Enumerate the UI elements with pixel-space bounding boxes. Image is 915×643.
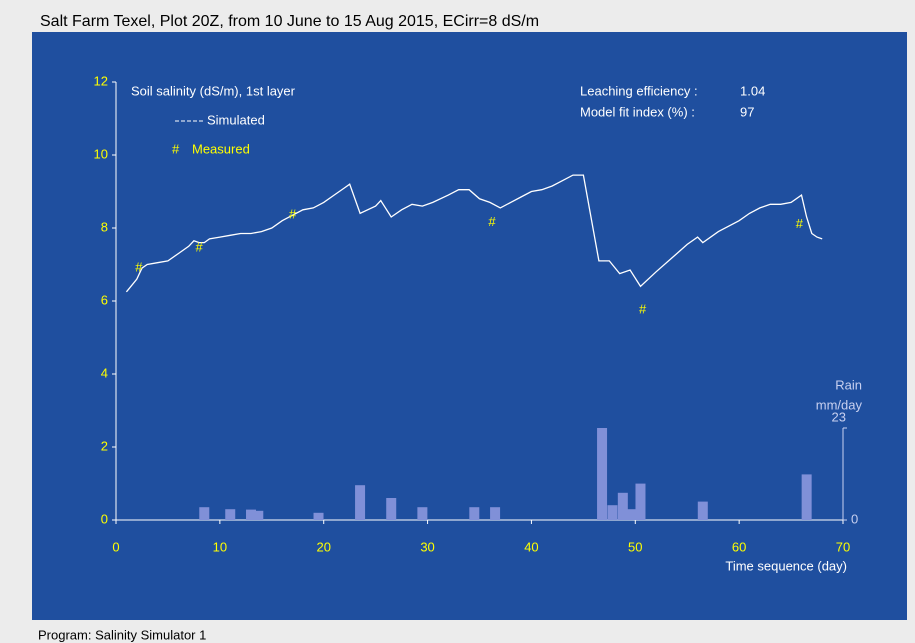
x-tick-label: 60 [732,539,746,554]
simulated-line [125,174,823,293]
x-tick-label: 40 [524,539,538,554]
rain-bar [617,492,628,520]
x-tick-label: 50 [628,539,642,554]
rain-bar [607,505,618,520]
y2-axis-label: mm/day [816,397,863,412]
y-tick-label: 2 [101,438,108,453]
stat-label: Model fit index (%) : [580,104,695,119]
measured-point: # [639,302,647,317]
y-tick-label: 4 [101,365,108,380]
y-tick-label: 12 [94,73,108,88]
y2-tick-label: 0 [851,511,858,526]
measured-point: # [289,207,297,222]
x-tick-label: 20 [316,539,330,554]
legend-label: Simulated [207,112,265,127]
measured-point: # [195,240,203,255]
x-tick-label: 10 [213,539,227,554]
rain-bar [417,507,428,520]
chart-title: Salt Farm Texel, Plot 20Z, from 10 June … [40,13,539,30]
footer: Program: Salinity Simulator 1 [38,627,206,642]
y-tick-label: 8 [101,219,108,234]
x-tick-label: 30 [420,539,434,554]
stat-value: 97 [740,104,754,119]
stat-value: 1.04 [740,83,765,98]
measured-point: # [135,260,143,275]
stat-label: Leaching efficiency : [580,83,698,98]
rain-bar [635,483,646,520]
legend-symbol: # [172,141,180,156]
rain-bar [626,509,637,520]
rain-bar [697,501,708,520]
rain-bar [469,507,480,520]
legend-label: Measured [192,141,250,156]
rain-bar [253,510,264,520]
y2-axis-label: Rain [835,377,862,392]
rain-bar [801,474,812,520]
measured-point: # [796,216,804,231]
rain-bar [313,512,324,520]
rain-bar [355,485,366,520]
rain-bar [225,509,236,520]
rain-bar [597,428,608,520]
annotation: Soil salinity (dS/m), 1st layer [131,83,296,98]
y-tick-label: 0 [101,511,108,526]
measured-point: # [488,214,496,229]
rain-bar [199,507,210,520]
x-axis-label: Time sequence (day) [725,558,847,573]
x-tick-label: 70 [836,539,850,554]
x-tick-label: 0 [112,539,119,554]
y-tick-label: 10 [94,146,108,161]
plot-panel [32,32,907,620]
y2-tick-label: 23 [832,409,846,424]
rain-bar [386,498,397,520]
y-tick-label: 6 [101,292,108,307]
rain-bar [246,509,257,520]
rain-bar [490,507,501,520]
